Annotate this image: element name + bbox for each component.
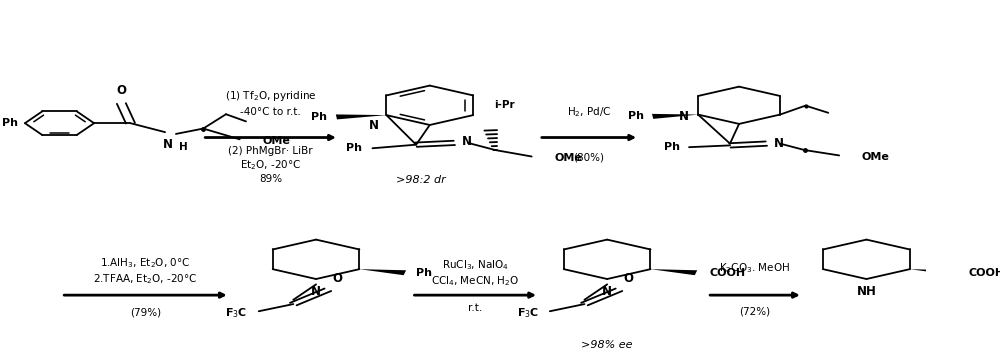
- Text: Ph: Ph: [346, 143, 362, 153]
- Text: >98% ee: >98% ee: [581, 340, 633, 350]
- Text: N: N: [369, 119, 379, 132]
- Text: Ph: Ph: [628, 112, 644, 121]
- Text: N: N: [163, 138, 173, 151]
- Text: O: O: [624, 273, 634, 286]
- Text: Et$_2$O, -20°C: Et$_2$O, -20°C: [240, 158, 301, 172]
- Text: Ph: Ph: [416, 268, 432, 278]
- Text: N: N: [462, 135, 472, 148]
- Text: K$_2$CO$_3$. MeOH: K$_2$CO$_3$. MeOH: [719, 261, 791, 275]
- Text: >98:2 dr: >98:2 dr: [396, 175, 446, 186]
- Polygon shape: [652, 114, 698, 119]
- Text: NH: NH: [857, 285, 876, 298]
- Text: OMe: OMe: [262, 136, 290, 146]
- Text: (72%): (72%): [739, 306, 771, 316]
- Text: Ph: Ph: [2, 118, 18, 128]
- Polygon shape: [910, 269, 957, 275]
- Text: COOH: COOH: [710, 268, 746, 278]
- Text: OMe: OMe: [862, 152, 890, 162]
- Polygon shape: [359, 269, 406, 275]
- Text: 89%: 89%: [259, 174, 282, 184]
- Text: 1.AlH$_3$, Et$_2$O, 0°C: 1.AlH$_3$, Et$_2$O, 0°C: [100, 256, 191, 270]
- Text: (80%): (80%): [573, 152, 604, 162]
- Polygon shape: [650, 269, 697, 275]
- Text: COOH: COOH: [969, 268, 1000, 278]
- Text: (79%): (79%): [130, 307, 161, 317]
- Text: N: N: [774, 137, 784, 150]
- Text: CCl$_4$, MeCN, H$_2$O: CCl$_4$, MeCN, H$_2$O: [431, 274, 519, 288]
- Text: -40°C to r.t.: -40°C to r.t.: [240, 107, 301, 117]
- Text: F$_3$C: F$_3$C: [225, 306, 248, 320]
- Text: r.t.: r.t.: [468, 303, 482, 313]
- Text: N: N: [311, 285, 321, 298]
- Text: (2) PhMgBr· LiBr: (2) PhMgBr· LiBr: [228, 146, 313, 156]
- Text: O: O: [116, 84, 126, 97]
- Text: H: H: [179, 142, 187, 152]
- Text: N: N: [679, 110, 689, 123]
- Text: OMe: OMe: [554, 153, 582, 163]
- Text: N: N: [602, 285, 612, 298]
- Text: RuCl$_3$, NaIO$_4$: RuCl$_3$, NaIO$_4$: [442, 258, 509, 271]
- Text: Ph: Ph: [311, 112, 327, 122]
- Text: H$_2$, Pd/C: H$_2$, Pd/C: [567, 105, 611, 119]
- Polygon shape: [336, 114, 386, 119]
- Text: (1) Tf$_2$O, pyridine: (1) Tf$_2$O, pyridine: [225, 89, 316, 103]
- Text: 2.TFAA, Et$_2$O, -20°C: 2.TFAA, Et$_2$O, -20°C: [93, 272, 198, 286]
- Text: Ph: Ph: [664, 142, 680, 152]
- Text: i-Pr: i-Pr: [494, 100, 515, 110]
- Text: F$_3$C: F$_3$C: [517, 306, 539, 320]
- Text: O: O: [332, 273, 342, 286]
